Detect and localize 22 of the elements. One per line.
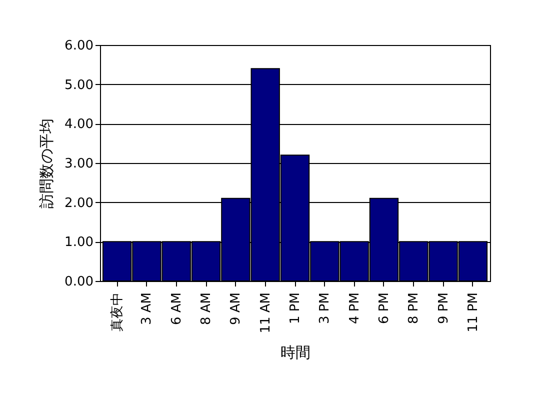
x-tick-label: 8 PM xyxy=(406,292,422,324)
x-tick-label: 8 AM xyxy=(199,292,214,326)
y-tick-label: 1.00 xyxy=(64,235,94,250)
x-tick-label: 6 AM xyxy=(169,292,184,326)
x-tick-label: 9 AM xyxy=(228,292,244,326)
y-tick-label: 6.00 xyxy=(64,38,94,54)
x-tick-label: 11 PM xyxy=(466,292,481,332)
y-tick-label: 3.00 xyxy=(64,156,94,172)
y-tick-label: 0.00 xyxy=(64,274,94,290)
x-tick-label: 3 AM xyxy=(140,292,155,326)
x-tick-label: 9 PM xyxy=(436,292,452,324)
x-tick-label: 1 PM xyxy=(288,292,303,324)
y-axis-title: 訪問数の平均 xyxy=(38,118,56,208)
x-tick-label: 3 PM xyxy=(318,292,333,324)
y-tick-label: 2.00 xyxy=(64,196,94,211)
x-tick-label: 6 PM xyxy=(376,292,392,324)
x-tick-label: 11 AM xyxy=(258,292,274,334)
x-axis-title: 時間 xyxy=(280,343,310,362)
x-tick-label: 真夜中 xyxy=(109,292,126,332)
y-tick-label: 4.00 xyxy=(64,117,94,132)
y-tick-label: 5.00 xyxy=(64,78,94,93)
x-tick-label: 4 PM xyxy=(347,292,362,324)
